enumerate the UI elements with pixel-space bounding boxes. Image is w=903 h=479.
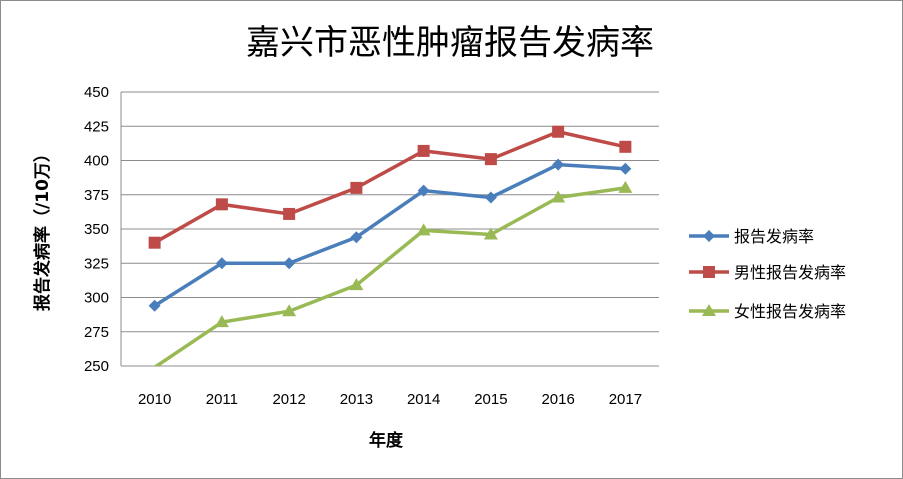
legend-label: 女性报告发病率 bbox=[734, 302, 846, 321]
series-line bbox=[153, 162, 626, 308]
data-point bbox=[416, 223, 431, 236]
data-point bbox=[483, 227, 498, 240]
series-line bbox=[153, 129, 626, 245]
y-tick-label: 425 bbox=[84, 118, 109, 135]
y-tick-label: 275 bbox=[84, 324, 109, 341]
data-point bbox=[484, 191, 497, 204]
legend-swatch-marker bbox=[703, 266, 715, 278]
data-point bbox=[215, 257, 228, 270]
y-axis-title: 报告发病率（/10万） bbox=[32, 145, 53, 311]
x-tick-label: 2010 bbox=[138, 391, 171, 408]
y-tick-label: 450 bbox=[84, 84, 109, 101]
legend-label: 男性报告发病率 bbox=[734, 263, 846, 282]
legend-label: 报告发病率 bbox=[734, 227, 814, 246]
data-point bbox=[552, 158, 565, 171]
legend-swatch-marker bbox=[702, 304, 716, 316]
data-point bbox=[214, 315, 229, 328]
series-3 bbox=[153, 180, 633, 366]
chart-title: 嘉兴市恶性肿瘤报告发病率 bbox=[246, 23, 654, 63]
gridlines bbox=[120, 91, 659, 367]
y-tick-label: 350 bbox=[84, 221, 109, 238]
y-tick-label: 400 bbox=[84, 153, 109, 170]
data-point bbox=[283, 257, 296, 270]
y-tick-label: 325 bbox=[84, 255, 109, 272]
data-point bbox=[417, 144, 430, 157]
data-point bbox=[551, 190, 566, 203]
data-point bbox=[148, 299, 161, 312]
x-tick-label: 2011 bbox=[206, 391, 238, 408]
y-tick-label: 375 bbox=[84, 187, 109, 204]
x-tick-label: 2015 bbox=[474, 391, 507, 408]
y-tick-label: 250 bbox=[84, 358, 109, 375]
y-tick-label: 300 bbox=[84, 290, 109, 307]
x-tick-label: 2012 bbox=[272, 391, 305, 408]
data-point bbox=[215, 198, 228, 211]
legend-swatch-marker bbox=[703, 230, 715, 242]
x-tick-label: 2014 bbox=[407, 391, 440, 408]
x-tick-label: 2013 bbox=[340, 391, 373, 408]
series-line bbox=[153, 186, 626, 366]
x-tick-label: 2017 bbox=[609, 391, 642, 408]
data-point bbox=[552, 125, 565, 138]
series-2 bbox=[148, 125, 632, 249]
x-tick-label: 2016 bbox=[541, 391, 574, 408]
series-1 bbox=[148, 158, 632, 312]
data-point bbox=[350, 181, 363, 194]
data-point bbox=[619, 162, 632, 175]
x-tick-labels: 2010 2011 2012 2013 2014 2015 2016 2017 bbox=[138, 391, 642, 408]
x-axis-title: 年度 bbox=[369, 430, 404, 451]
data-point bbox=[148, 236, 161, 249]
data-point bbox=[349, 278, 364, 291]
data-point bbox=[283, 207, 296, 220]
y-tick-labels: 250 275 300 325 350 375 400 425 450 bbox=[84, 84, 109, 375]
data-point bbox=[282, 304, 297, 317]
data-point bbox=[618, 180, 633, 193]
data-point bbox=[417, 184, 430, 197]
data-point bbox=[619, 140, 632, 153]
series-layer bbox=[148, 125, 633, 366]
data-point bbox=[484, 153, 497, 166]
data-point bbox=[350, 231, 363, 244]
